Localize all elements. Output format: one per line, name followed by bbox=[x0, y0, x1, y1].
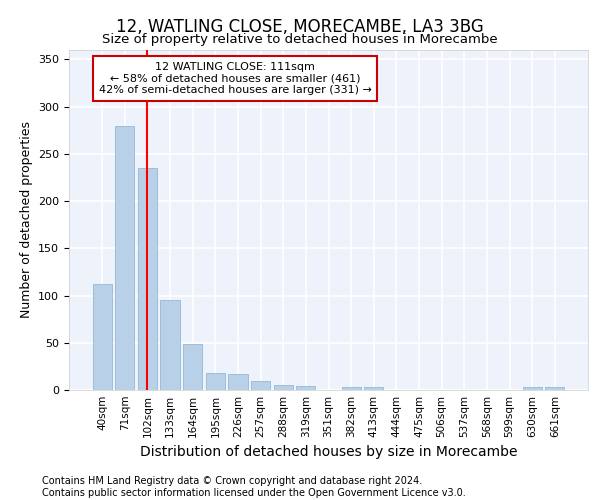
Bar bbox=[296, 386, 316, 390]
Y-axis label: Number of detached properties: Number of detached properties bbox=[20, 122, 32, 318]
Text: Contains HM Land Registry data © Crown copyright and database right 2024.
Contai: Contains HM Land Registry data © Crown c… bbox=[42, 476, 466, 498]
Bar bbox=[545, 387, 565, 390]
Text: Size of property relative to detached houses in Morecambe: Size of property relative to detached ho… bbox=[102, 32, 498, 46]
X-axis label: Distribution of detached houses by size in Morecambe: Distribution of detached houses by size … bbox=[140, 446, 517, 460]
Bar bbox=[160, 300, 180, 390]
Bar bbox=[523, 387, 542, 390]
Bar bbox=[229, 374, 248, 390]
Bar bbox=[251, 380, 270, 390]
Bar bbox=[341, 387, 361, 390]
Text: 12, WATLING CLOSE, MORECAMBE, LA3 3BG: 12, WATLING CLOSE, MORECAMBE, LA3 3BG bbox=[116, 18, 484, 36]
Bar bbox=[364, 387, 383, 390]
Bar bbox=[138, 168, 157, 390]
Bar bbox=[206, 373, 225, 390]
Bar bbox=[274, 386, 293, 390]
Text: 12 WATLING CLOSE: 111sqm
← 58% of detached houses are smaller (461)
42% of semi-: 12 WATLING CLOSE: 111sqm ← 58% of detach… bbox=[98, 62, 371, 95]
Bar bbox=[92, 284, 112, 390]
Bar bbox=[183, 344, 202, 390]
Bar bbox=[115, 126, 134, 390]
